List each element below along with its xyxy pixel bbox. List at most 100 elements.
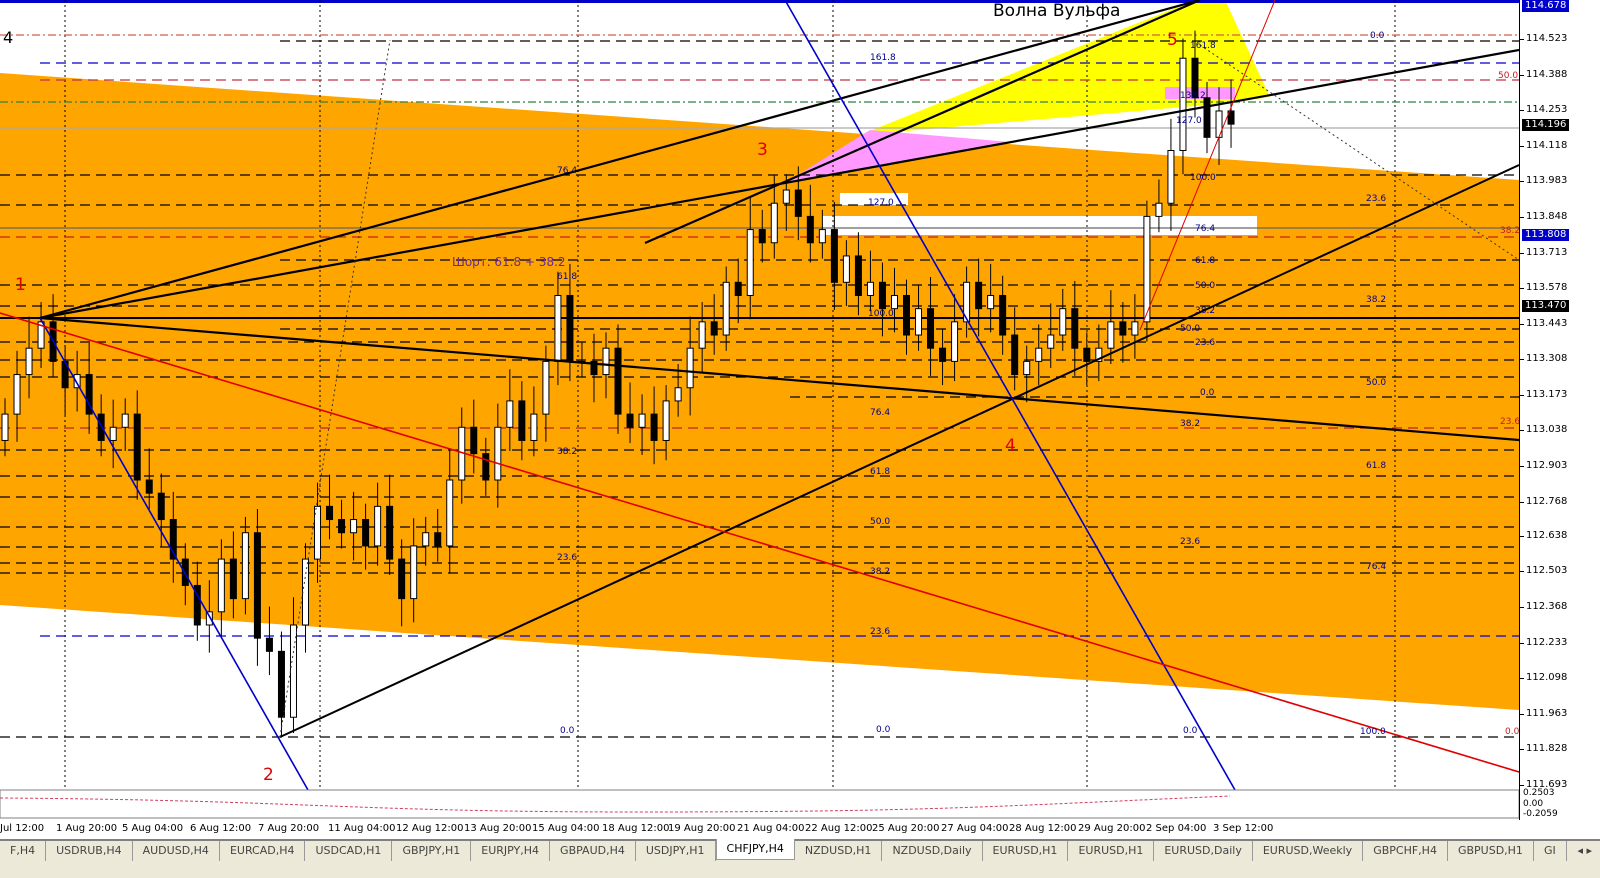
price-tick: 112.768 [1519, 495, 1568, 507]
price-tick: 112.638 [1519, 529, 1568, 541]
price-tick: 114.118 [1519, 139, 1568, 151]
price-axis: 114.523 114.388 114.253 114.118 113.983 113.8… [1519, 0, 1600, 820]
price-tag: 113.808 [1522, 228, 1570, 241]
oscillator-scale: 0.2503 0.00 -0.2059 [1523, 788, 1558, 820]
fib-level-label: 100.0 [1360, 727, 1386, 737]
bull-candle [915, 308, 923, 336]
tab-scroll-arrows[interactable]: ◂ ▸ [1577, 844, 1592, 857]
bear-candle [710, 321, 718, 336]
chart-tab[interactable]: CHFJPY,H4 [715, 839, 795, 860]
dotted-line [1199, 44, 1519, 261]
bear-candle [326, 505, 334, 521]
chart-tab[interactable]: GBPAUD,H4 [550, 841, 636, 861]
chart-tab[interactable]: EURUSD,Weekly [1253, 841, 1364, 861]
price-tick: 112.098 [1519, 672, 1568, 684]
chart-tab[interactable]: USDRUB,H4 [46, 841, 133, 861]
bull-candle [241, 532, 249, 600]
bull-candle [1215, 110, 1223, 138]
fib-level-label: 50.0 [1180, 324, 1200, 334]
bull-candle [13, 374, 21, 415]
bear-candle [806, 215, 814, 244]
fib-level-label: 0.0 [1200, 388, 1215, 398]
chart-tab[interactable]: NZDUSD,H1 [795, 841, 883, 861]
bear-candle [470, 426, 478, 455]
wolfe-target-zone [860, 0, 1270, 135]
bull-candle [1179, 57, 1187, 152]
price-tick: 113.848 [1519, 210, 1568, 222]
osc-tick: 0.00 [1523, 798, 1544, 809]
bear-candle [1011, 334, 1019, 376]
fib-level-label: 0.0 [1505, 727, 1519, 737]
chart-tab[interactable]: EURUSD,Daily [1154, 841, 1253, 861]
chart-tab[interactable]: EURUSD,H1 [983, 841, 1069, 861]
channel-zone [0, 73, 1519, 710]
price-tick: 111.693 [1519, 778, 1568, 790]
time-tick: 3 Sep 12:00 [1213, 823, 1274, 834]
trend-line [0, 312, 1519, 773]
bull-candle [1, 413, 9, 441]
bear-candle [434, 532, 442, 547]
bear-candle [1083, 347, 1091, 362]
time-tick: 13 Aug 20:00 [464, 823, 532, 834]
bear-candle [927, 308, 935, 349]
white-box [822, 216, 1257, 235]
bull-candle [1107, 321, 1115, 349]
bear-candle [794, 189, 802, 217]
bear-candle [626, 413, 634, 428]
time-tick: 5 Aug 04:00 [122, 823, 184, 834]
osc-tick: -0.2059 [1523, 809, 1558, 819]
fib-level-label: 38.2 [870, 567, 890, 577]
bear-candle [386, 505, 394, 560]
chart-tab[interactable]: GBPJPY,H1 [392, 841, 472, 861]
bull-candle [25, 347, 33, 376]
fib-level-label: 76.4 [1366, 562, 1386, 572]
bull-candle [602, 347, 610, 376]
time-tick: 22 Aug 12:00 [805, 823, 873, 834]
osc-tick: 0.2503 [1523, 788, 1555, 798]
annotation-text: Шорт. 61.8 + 38.2 [452, 255, 566, 269]
chart-tab[interactable]: GI [1534, 841, 1567, 861]
bull-candle [782, 189, 790, 204]
bull-candle [1023, 360, 1031, 376]
fib-level-label: 138.2 [1180, 91, 1206, 101]
bear-candle [145, 479, 153, 494]
price-tick: 113.308 [1519, 353, 1568, 365]
fib-level-label: 50.0 [1195, 281, 1215, 291]
bear-candle [1227, 110, 1235, 125]
bull-candle [506, 400, 514, 428]
fib-level-label: 38.2 [557, 447, 577, 457]
chart-tab[interactable]: GBPUSD,H1 [1448, 841, 1534, 861]
time-tick: 1 Aug 20:00 [56, 823, 118, 834]
chart-tab[interactable]: NZDUSD,Daily [882, 841, 983, 861]
chart-tab[interactable]: GBPCHF,H4 [1363, 841, 1448, 861]
bull-candle [1143, 215, 1151, 323]
price-chart[interactable]: 161.876.4127.061.8100.038.276.461.850.02… [0, 0, 1519, 820]
time-tick: 19 Aug 20:00 [668, 823, 736, 834]
bear-candle [1191, 57, 1199, 99]
bear-candle [338, 519, 346, 534]
bear-candle [398, 558, 406, 600]
chart-tab[interactable]: AUDUSD,H4 [133, 841, 220, 861]
chart-tab[interactable]: EURCAD,H4 [220, 841, 306, 861]
bear-candle [878, 281, 886, 310]
chart-tab[interactable]: EURJPY,H4 [471, 841, 551, 861]
time-tick: 27 Aug 04:00 [941, 823, 1009, 834]
fib-level-label: 0.0 [876, 725, 891, 735]
bear-candle [614, 347, 622, 415]
price-tick: 113.983 [1519, 175, 1568, 187]
chart-tab[interactable]: EURUSD,H1 [1068, 841, 1155, 861]
bear-candle [85, 374, 93, 415]
bull-candle [963, 281, 971, 323]
bear-candle [253, 532, 261, 639]
price-tick: 113.713 [1519, 246, 1568, 258]
chart-tab[interactable]: USDJPY,H1 [636, 841, 716, 861]
bear-candle [975, 281, 983, 310]
time-tick: 21 Aug 04:00 [737, 823, 805, 834]
chart-tab[interactable]: F,H4 [0, 841, 47, 861]
fib-level-label: 23.6 [870, 627, 890, 637]
bear-candle [650, 413, 658, 441]
bull-candle [314, 505, 322, 560]
wave-label: 4 [1005, 436, 1016, 456]
price-tick: 112.233 [1519, 636, 1568, 648]
chart-tab[interactable]: USDCAD,H1 [305, 841, 393, 861]
